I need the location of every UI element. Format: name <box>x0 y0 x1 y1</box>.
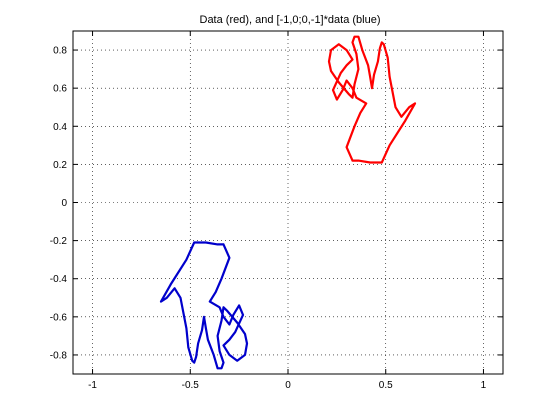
x-tick-label: 1 <box>481 380 487 391</box>
y-tick-label: 0.6 <box>53 84 67 95</box>
y-tick-label: -0.2 <box>50 236 68 247</box>
y-tick-label: 0.4 <box>53 122 67 133</box>
red-hand-series-line <box>327 35 417 164</box>
y-tick-label: -0.4 <box>50 274 68 285</box>
y-tick-label: 0 <box>61 198 67 209</box>
x-tick-label: 0 <box>285 380 291 391</box>
series-layer <box>159 35 417 370</box>
plot-area: -1 -0.5 0 0.5 1 -0.8 -0.6 -0.4 -0.2 0 0.2 0.4 0.6 0.8 <box>50 30 504 391</box>
ticks-layer: -1 -0.5 0 0.5 1 -0.8 -0.6 -0.4 -0.2 0 0.2 0.4 0.6 0.8 <box>50 31 503 391</box>
y-tick-label: -0.8 <box>50 350 68 361</box>
y-tick-label: -0.6 <box>50 312 68 323</box>
blue-hand-series-line <box>159 241 249 370</box>
chart-title: Data (red), and [-1,0;0,-1]*data (blue) <box>200 14 381 26</box>
x-tick-label: -0.5 <box>182 380 200 391</box>
y-tick-label: 0.2 <box>53 160 67 171</box>
x-tick-label: -1 <box>88 380 97 391</box>
y-tick-label: 0.8 <box>53 46 67 57</box>
x-tick-label: 0.5 <box>379 380 393 391</box>
